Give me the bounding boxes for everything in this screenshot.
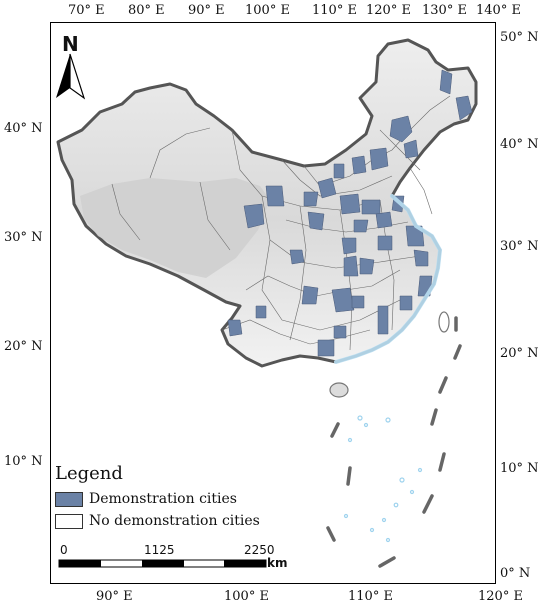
south-sea-islands <box>343 415 423 543</box>
scale-bar <box>58 559 267 568</box>
top-tick-130: 130° E <box>422 3 467 18</box>
top-tick-70: 70° E <box>68 3 105 18</box>
scale-label-0: 0 <box>60 543 68 557</box>
north-arrow-label: N <box>62 32 79 56</box>
top-tick-100: 100° E <box>245 3 290 18</box>
top-tick-140: 140° E <box>476 3 521 18</box>
top-tick-80: 80° E <box>128 3 165 18</box>
taiwan-island <box>438 311 450 333</box>
legend-item-demonstration: Demonstration cities <box>55 491 295 509</box>
left-tick-20: 20° N <box>4 339 43 354</box>
legend-item-no-demonstration: No demonstration cities <box>55 513 295 531</box>
bottom-tick-90: 90° E <box>96 589 133 604</box>
right-tick-0: 0° N <box>500 566 531 581</box>
scale-label-1125: 1125 <box>144 543 175 557</box>
legend-swatch-demonstration <box>55 492 83 507</box>
coastline-glow <box>334 194 443 364</box>
right-tick-20: 20° N <box>500 346 539 361</box>
plateau-shading <box>80 178 270 278</box>
left-tick-40: 40° N <box>4 121 43 136</box>
right-tick-50: 50° N <box>500 30 539 45</box>
top-tick-110: 110° E <box>312 3 357 18</box>
top-tick-120: 120° E <box>366 3 411 18</box>
bottom-tick-110: 110° E <box>348 589 393 604</box>
nine-dash-line <box>326 316 462 568</box>
left-tick-30: 30° N <box>4 230 43 245</box>
legend: Legend Demonstration cities No demonstra… <box>55 463 295 538</box>
legend-label-demonstration: Demonstration cities <box>89 491 237 507</box>
legend-label-no-demonstration: No demonstration cities <box>89 513 260 529</box>
demonstration-cities <box>227 69 473 357</box>
scale-unit: km <box>267 556 288 570</box>
scale-label-2250: 2250 <box>244 543 275 557</box>
north-arrow-icon <box>56 53 86 100</box>
legend-title: Legend <box>55 463 123 484</box>
right-tick-10: 10° N <box>500 461 539 476</box>
legend-swatch-no-demonstration <box>55 514 83 529</box>
bottom-tick-120: 120° E <box>478 589 523 604</box>
bottom-tick-100: 100° E <box>224 589 269 604</box>
map-frame <box>50 22 496 584</box>
right-tick-40: 40° N <box>500 137 539 152</box>
top-tick-90: 90° E <box>188 3 225 18</box>
right-tick-30: 30° N <box>500 239 539 254</box>
hainan-island <box>329 382 349 398</box>
left-tick-10: 10° N <box>4 454 43 469</box>
